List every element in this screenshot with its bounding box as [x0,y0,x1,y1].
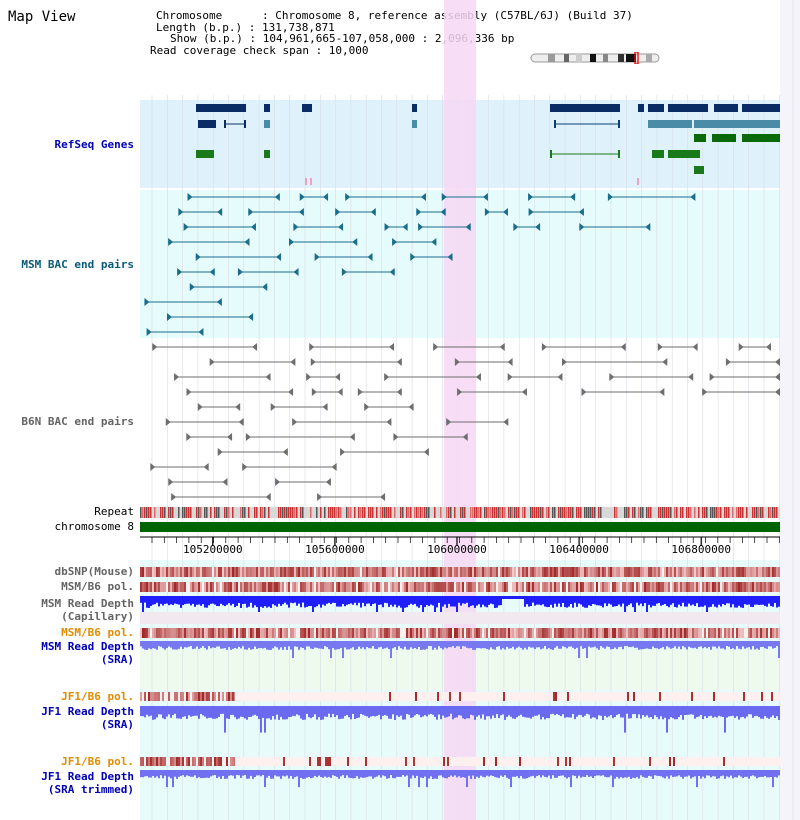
gene-feature[interactable] [652,150,664,158]
chromosome-ideogram[interactable] [528,52,662,64]
b6n-bac-label[interactable]: B6N BAC end pairs [21,415,134,428]
gene-feature[interactable] [694,166,704,174]
msm-pol-label[interactable]: MSM/B6 pol. [61,580,134,593]
read-depth-tracks [140,596,780,788]
coordinate-axis: 105200000 105600000 106000000 106400000 1068… [140,536,780,556]
jf1-pol-label[interactable]: JF1/B6 pol. [61,690,134,703]
gene-feature[interactable] [550,104,620,112]
gene-feature[interactable] [648,104,664,112]
gene-feature[interactable] [196,104,246,112]
chromosome-label: chromosome 8 [54,520,134,533]
coverage-span-info: Read coverage check span : 10,000 [150,43,369,57]
msm-depth-sra-label[interactable]: MSM Read Depth (SRA) [41,640,134,666]
msm-bac-label[interactable]: MSM BAC end pairs [21,258,134,271]
repeat-track [140,507,780,518]
length-info: Length (b.p.) : 131,738,871 [156,20,335,34]
gene-feature[interactable] [264,120,270,128]
jf1-pol-trim-label[interactable]: JF1/B6 pol. [61,755,134,768]
gene-feature[interactable] [742,104,780,112]
axis-tick-label: 106800000 [671,543,731,556]
gene-feature[interactable] [712,134,736,142]
gene-feature[interactable] [198,120,216,128]
gene-feature[interactable] [412,104,417,112]
gene-feature[interactable] [196,150,214,158]
gene-feature[interactable] [668,104,708,112]
dbsnp-label[interactable]: dbSNP(Mouse) [54,565,134,578]
chromosome-bar[interactable] [140,522,780,532]
refseq-genes-layer [196,104,780,185]
gene-feature[interactable] [694,120,780,128]
msm-bac-pairs-layer [144,193,696,336]
gene-feature[interactable] [694,134,706,142]
gene-feature[interactable] [714,104,738,112]
gene-feature[interactable] [668,150,700,158]
axis-tick-label: 106400000 [549,543,609,556]
repeat-label: Repeat [94,505,134,518]
axis-tick-label: 105600000 [305,543,365,556]
axis-tick-label: 106000000 [427,543,487,556]
msm-depth-capillary-label[interactable]: MSM Read Depth (Capillary) [41,597,134,623]
ideogram-view-marker[interactable] [634,52,639,64]
b6n-bac-pairs-layer [150,343,780,501]
jf1-depth-sra-label[interactable]: JF1 Read Depth (SRA) [41,705,134,731]
polymorphism-tracks [140,567,781,766]
gene-feature[interactable] [412,120,417,128]
msm-pol-sra-label[interactable]: MSM/B6 pol. [61,626,134,639]
jf1-depth-trim-label[interactable]: JF1 Read Depth (SRA trimmed) [41,770,134,796]
gene-feature[interactable] [742,134,780,142]
refseq-genes-label[interactable]: RefSeq Genes [54,138,134,151]
page-title: Map View [8,9,76,25]
axis-tick-label: 105200000 [183,543,243,556]
gene-feature[interactable] [264,150,270,158]
highlight-region[interactable] [444,0,476,820]
gene-feature[interactable] [648,120,692,128]
gene-feature[interactable] [264,104,270,112]
gene-feature[interactable] [638,104,644,112]
gene-feature[interactable] [302,104,312,112]
assembly-info: Chromosome : Chromosome 8, reference ass… [150,10,633,56]
